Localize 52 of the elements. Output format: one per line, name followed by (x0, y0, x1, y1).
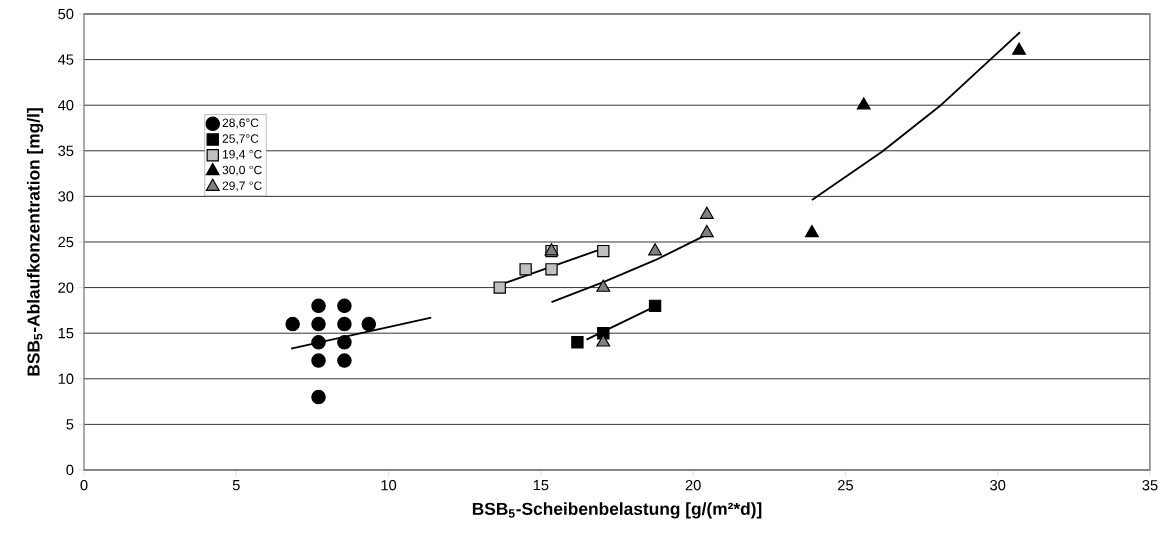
point (311, 316, 326, 332)
x-tick-label: 10 (381, 480, 397, 491)
point (596, 279, 611, 292)
point (545, 263, 558, 276)
point (311, 353, 326, 368)
point (493, 281, 506, 294)
point (804, 224, 819, 238)
point (311, 335, 326, 350)
x-tick-label: 5 (232, 480, 240, 491)
point (337, 353, 352, 368)
legend-label: 28,6°C (222, 118, 259, 129)
y-tick-label: 10 (58, 373, 74, 384)
x-tick-label: 15 (533, 480, 549, 491)
point (699, 206, 714, 219)
point (519, 263, 532, 276)
point (337, 298, 352, 314)
point (571, 336, 584, 349)
y-tick-label: 0 (66, 464, 74, 476)
legend-label: 30,0 °C (222, 165, 262, 176)
y-axis-title: BSB$_{5}$-Ablaufkonzentration [mg/l] (26, 108, 44, 376)
point (337, 335, 352, 350)
point (311, 298, 326, 314)
point (1012, 42, 1026, 55)
y-tick-label: 50 (58, 8, 74, 20)
point (648, 243, 663, 256)
point (597, 244, 610, 258)
x-tick-label: 0 (80, 480, 88, 491)
point (596, 334, 611, 347)
x-tick-label: 35 (1142, 480, 1158, 491)
point (361, 316, 377, 332)
point (648, 299, 662, 313)
line-series (810, 31, 1021, 201)
y-tick-label: 35 (58, 145, 74, 156)
x-axis-title: BSB$_{5}$-Scheibenbelastung [g/(m²*d)] (472, 502, 762, 519)
y-tick-label: 45 (57, 54, 74, 65)
x-tick-label: 20 (685, 480, 701, 491)
y-tick-label: 5 (66, 419, 74, 430)
legend-label: 19,4 °C (222, 150, 262, 160)
y-tick-label: 15 (58, 328, 74, 339)
legend-label: 29,7 °C (222, 181, 262, 192)
point (337, 316, 352, 332)
point (856, 97, 871, 110)
x-tick-label: 25 (838, 480, 853, 491)
legend-label: 25,7°C (222, 134, 259, 145)
point (285, 316, 300, 332)
y-tick-label: 30 (58, 191, 74, 202)
point (699, 224, 714, 238)
y-tick-label: 25 (58, 236, 74, 248)
y-tick-label: 20 (58, 282, 74, 293)
y-tick-label: 40 (57, 100, 74, 111)
point (311, 389, 326, 405)
x-tick-label: 30 (990, 480, 1006, 491)
